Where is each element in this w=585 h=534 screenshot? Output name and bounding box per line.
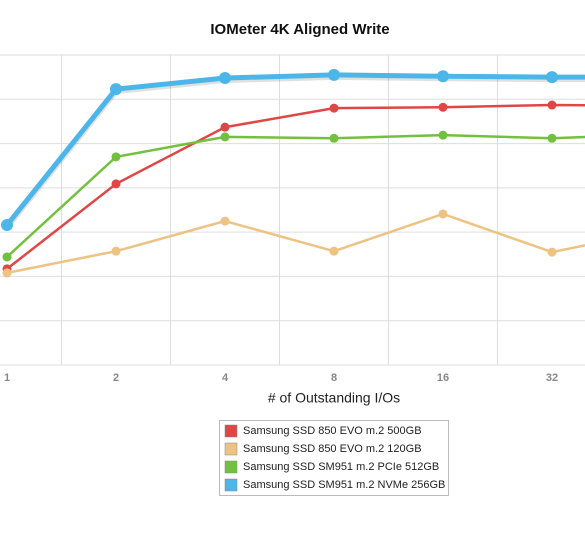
legend-swatch bbox=[224, 460, 238, 474]
series-line bbox=[6, 133, 585, 258]
legend-label: Samsung SSD SM951 m.2 PCIe 512GB bbox=[243, 461, 439, 473]
point bbox=[438, 102, 448, 112]
series-line bbox=[6, 212, 585, 275]
point bbox=[2, 252, 12, 262]
point bbox=[547, 133, 557, 143]
point bbox=[547, 100, 557, 110]
legend bbox=[219, 420, 449, 496]
legend-label: Samsung SSD 850 EVO m.2 120GB bbox=[243, 443, 422, 455]
point bbox=[220, 122, 230, 132]
point bbox=[546, 71, 558, 84]
point bbox=[111, 152, 121, 162]
point bbox=[438, 209, 448, 219]
point bbox=[329, 103, 339, 113]
point bbox=[220, 216, 230, 226]
x-tick-label: 16 bbox=[437, 372, 449, 384]
chart-title: IOMeter 4K Aligned Write bbox=[210, 21, 389, 38]
point bbox=[111, 179, 121, 189]
series-line bbox=[6, 103, 585, 270]
x-tick-label: 8 bbox=[331, 372, 337, 384]
point bbox=[110, 83, 122, 96]
x-tick-label: 4 bbox=[222, 372, 229, 384]
x-axis-label: # of Outstanding I/Os bbox=[268, 390, 400, 406]
point bbox=[219, 72, 231, 85]
x-tick-label: 32 bbox=[546, 372, 558, 384]
legend-swatch bbox=[224, 442, 238, 456]
legend-label: Samsung SSD 850 EVO m.2 500GB bbox=[243, 425, 422, 437]
legend-swatch bbox=[224, 424, 238, 438]
point bbox=[437, 70, 449, 83]
point bbox=[2, 268, 12, 278]
point bbox=[438, 130, 448, 140]
point bbox=[329, 133, 339, 143]
point bbox=[328, 68, 340, 81]
point bbox=[111, 246, 121, 256]
x-tick-label: 1 bbox=[4, 372, 10, 384]
legend-swatch bbox=[224, 478, 238, 492]
point bbox=[220, 132, 230, 142]
x-tick-label: 2 bbox=[113, 372, 119, 384]
point bbox=[547, 247, 557, 257]
point bbox=[329, 246, 339, 256]
point bbox=[1, 219, 13, 232]
legend-label: Samsung SSD SM951 m.2 NVMe 256GB bbox=[243, 479, 445, 491]
